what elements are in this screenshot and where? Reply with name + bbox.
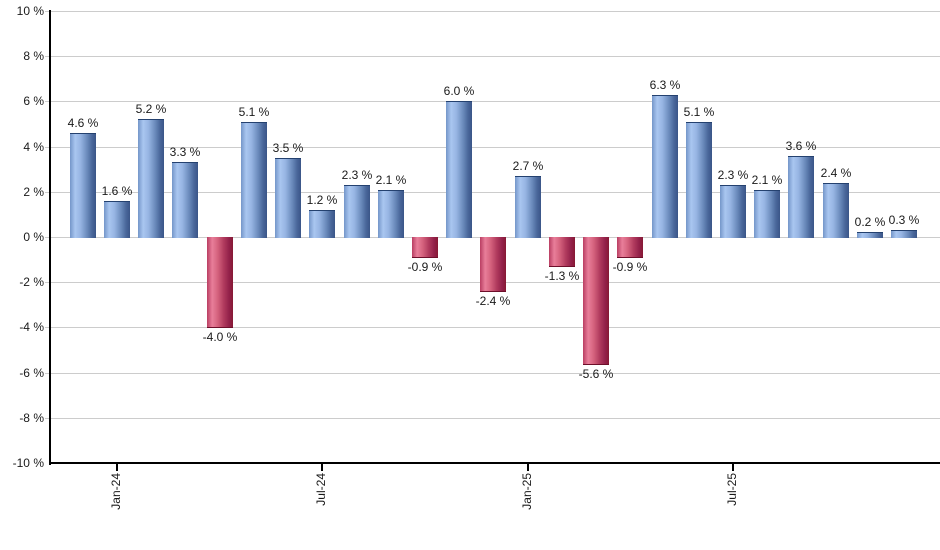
bar — [70, 133, 96, 238]
bar-value-label: 2.1 % — [375, 173, 407, 187]
bar — [344, 185, 370, 238]
gridline — [45, 11, 940, 12]
bar-value-label: 3.5 % — [272, 141, 304, 155]
gridline — [45, 56, 940, 57]
bar-value-label: 2.3 % — [717, 168, 749, 182]
y-axis-tick-label: 0 % — [23, 230, 44, 244]
gridline — [45, 373, 940, 374]
y-axis-tick-label: -4 % — [19, 320, 44, 334]
bar-value-label: -5.6 % — [578, 367, 614, 381]
bar-value-label: -0.9 % — [407, 260, 443, 274]
bar-value-label: -4.0 % — [202, 330, 238, 344]
bar — [720, 185, 746, 238]
gridline — [45, 192, 940, 193]
bar-value-label: 1.6 % — [101, 184, 133, 198]
bar-value-label: 2.4 % — [820, 166, 852, 180]
x-axis-tick — [116, 463, 118, 471]
bar-value-label: 3.6 % — [785, 139, 817, 153]
bar-value-label: 1.2 % — [306, 193, 338, 207]
bar-value-label: 5.1 % — [683, 105, 715, 119]
bar — [754, 190, 780, 238]
bar-value-label: 5.1 % — [238, 105, 270, 119]
bar — [378, 190, 404, 238]
y-axis-tick-label: 4 % — [23, 140, 44, 154]
x-axis-line — [49, 462, 940, 464]
bar — [891, 230, 917, 238]
x-axis-tick — [732, 463, 734, 471]
y-axis-tick-label: -6 % — [19, 366, 44, 380]
y-axis-tick-label: 2 % — [23, 185, 44, 199]
bar — [104, 201, 130, 238]
x-axis-tick-label: Jul-24 — [314, 473, 328, 506]
y-axis-tick-label: -10 % — [12, 456, 44, 470]
bar — [549, 237, 575, 267]
x-axis-tick-label: Jul-25 — [725, 473, 739, 506]
bar — [446, 101, 472, 238]
bar — [652, 95, 678, 238]
bar — [309, 210, 335, 238]
bar-value-label: 4.6 % — [67, 116, 99, 130]
bar-value-label: -2.4 % — [475, 294, 511, 308]
bar — [515, 176, 541, 238]
bar — [172, 162, 198, 238]
gridline — [45, 147, 940, 148]
bar — [617, 237, 643, 258]
y-axis-tick-label: 6 % — [23, 94, 44, 108]
y-axis-tick-label: 10 % — [16, 4, 44, 18]
bar — [583, 237, 609, 365]
x-axis-tick — [321, 463, 323, 471]
bar-value-label: -1.3 % — [544, 269, 580, 283]
bar — [412, 237, 438, 258]
y-axis-tick-label: -8 % — [19, 411, 44, 425]
bar — [275, 158, 301, 238]
bar — [138, 119, 164, 238]
bar-value-label: -0.9 % — [612, 260, 648, 274]
gridline — [45, 101, 940, 102]
gridline — [45, 418, 940, 419]
bar — [241, 122, 267, 238]
x-axis-tick-label: Jan-25 — [520, 473, 534, 510]
bar-value-label: 0.2 % — [854, 215, 886, 229]
bar-value-label: 3.3 % — [169, 145, 201, 159]
gridline — [45, 327, 940, 328]
bar — [857, 232, 883, 238]
bar — [480, 237, 506, 292]
bar-value-label: 6.0 % — [443, 84, 475, 98]
bar — [686, 122, 712, 238]
bar — [788, 156, 814, 238]
y-axis-tick-label: 8 % — [23, 49, 44, 63]
y-axis-line — [49, 10, 51, 465]
bar — [207, 237, 233, 328]
bar-value-label: 0.3 % — [888, 213, 920, 227]
bar-value-label: 2.1 % — [751, 173, 783, 187]
bar-value-label: 6.3 % — [649, 78, 681, 92]
bar-value-label: 2.3 % — [341, 168, 373, 182]
y-axis-tick-label: -2 % — [19, 275, 44, 289]
bar-value-label: 5.2 % — [135, 102, 167, 116]
x-axis-tick-label: Jan-24 — [109, 473, 123, 510]
x-axis-tick — [527, 463, 529, 471]
bar — [823, 183, 849, 238]
bar-value-label: 2.7 % — [512, 159, 544, 173]
